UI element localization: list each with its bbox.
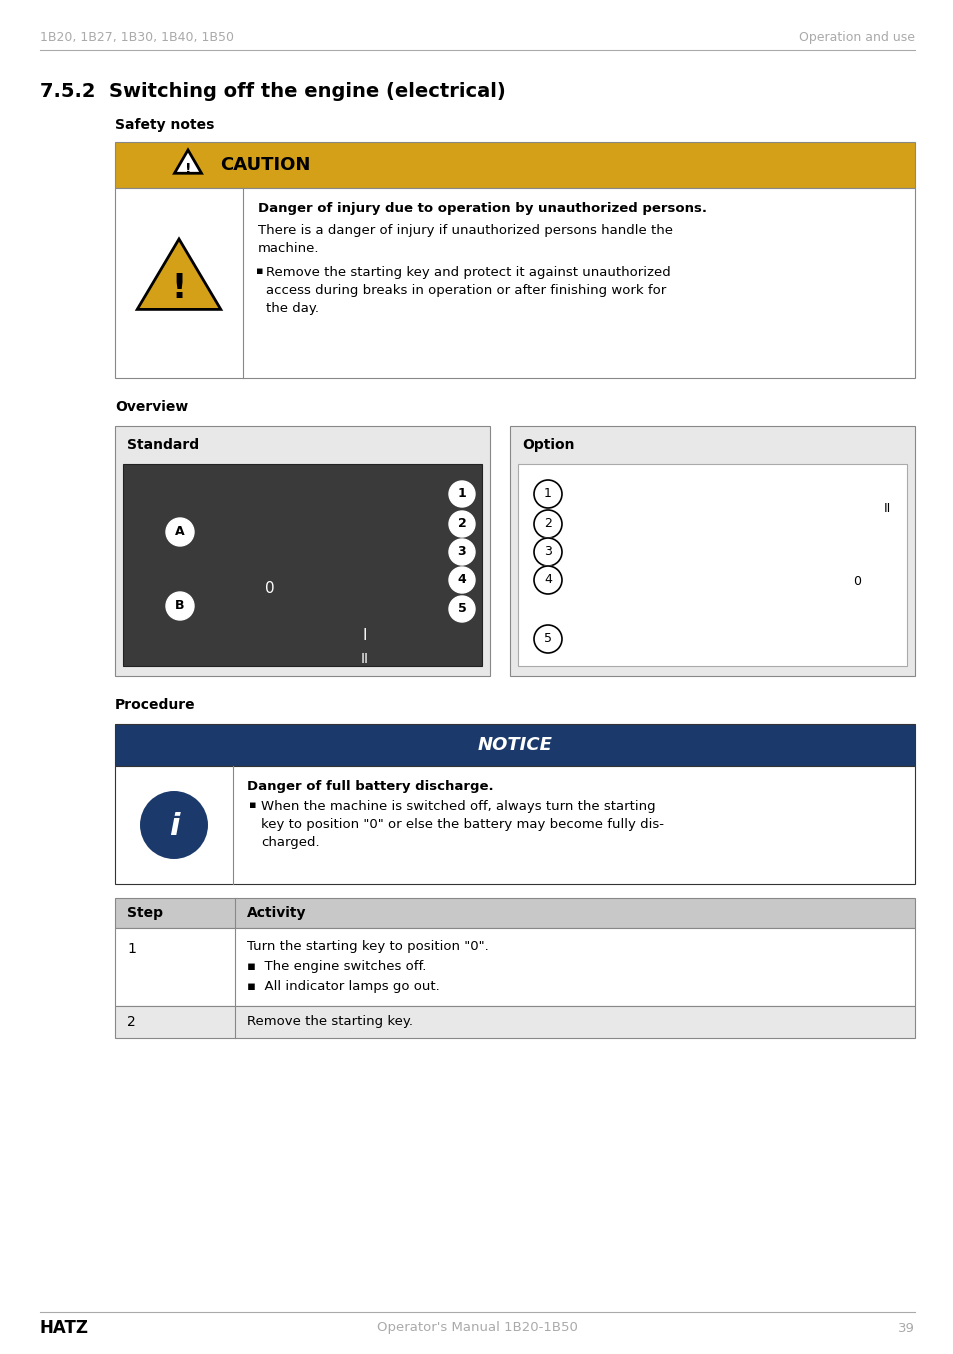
Text: 39: 39 [897, 1322, 914, 1335]
Text: machine.: machine. [257, 242, 319, 255]
Text: II: II [360, 653, 369, 666]
Text: NOTICE: NOTICE [477, 737, 552, 754]
Bar [115, 427, 490, 676]
Bar [510, 427, 914, 676]
Text: 5: 5 [457, 603, 466, 616]
Circle shape [449, 567, 475, 593]
Text: Step: Step [127, 906, 163, 919]
Circle shape [534, 626, 561, 653]
Text: the day.: the day. [266, 302, 318, 315]
Text: key to position "0" or else the battery may become fully dis-: key to position "0" or else the battery … [261, 818, 663, 831]
Text: 0: 0 [852, 575, 861, 589]
Text: ▪: ▪ [249, 800, 256, 810]
Text: Overview: Overview [115, 399, 188, 414]
Circle shape [166, 519, 193, 546]
Bar [115, 927, 914, 1006]
Text: Standard: Standard [127, 437, 199, 452]
Circle shape [449, 510, 475, 538]
Circle shape [166, 592, 193, 620]
Text: 3: 3 [543, 546, 552, 558]
Text: A: A [175, 525, 185, 539]
Text: 2: 2 [127, 1016, 135, 1029]
Text: Operation and use: Operation and use [799, 31, 914, 45]
Text: I: I [362, 628, 367, 643]
Text: 4: 4 [543, 574, 552, 586]
Text: ▪  All indicator lamps go out.: ▪ All indicator lamps go out. [247, 980, 439, 992]
Text: When the machine is switched off, always turn the starting: When the machine is switched off, always… [261, 800, 655, 812]
Bar [517, 464, 906, 666]
Bar [115, 898, 914, 927]
Circle shape [534, 481, 561, 508]
Circle shape [534, 510, 561, 538]
Text: Remove the starting key and protect it against unauthorized: Remove the starting key and protect it a… [266, 265, 670, 279]
Bar [115, 766, 914, 884]
Circle shape [449, 481, 475, 506]
Text: 4: 4 [457, 574, 466, 586]
Text: CAUTION: CAUTION [220, 156, 310, 175]
Text: 2: 2 [543, 517, 552, 531]
Text: Activity: Activity [247, 906, 306, 919]
Text: 2: 2 [457, 517, 466, 531]
Bar [115, 1006, 914, 1039]
Text: 7.5.2  Switching off the engine (electrical): 7.5.2 Switching off the engine (electric… [40, 83, 505, 102]
Text: Danger of injury due to operation by unauthorized persons.: Danger of injury due to operation by una… [257, 202, 706, 215]
Text: Turn the starting key to position "0".: Turn the starting key to position "0". [247, 940, 488, 953]
Text: 1: 1 [543, 487, 552, 501]
Text: Operator's Manual 1B20-1B50: Operator's Manual 1B20-1B50 [376, 1322, 577, 1335]
Bar [115, 724, 914, 766]
Text: !: ! [185, 162, 191, 176]
Text: ▪: ▪ [255, 265, 263, 276]
Text: i: i [169, 812, 179, 841]
Text: charged.: charged. [261, 835, 319, 849]
Text: Safety notes: Safety notes [115, 118, 214, 131]
Bar [123, 464, 481, 666]
Text: 1: 1 [127, 942, 135, 956]
Text: 0: 0 [265, 581, 274, 597]
Bar [115, 142, 914, 188]
Text: 5: 5 [543, 632, 552, 646]
Text: ▪  The engine switches off.: ▪ The engine switches off. [247, 960, 426, 974]
Text: 3: 3 [457, 546, 466, 558]
Text: B: B [175, 600, 185, 612]
Circle shape [140, 791, 208, 858]
Circle shape [534, 538, 561, 566]
Circle shape [449, 596, 475, 621]
Polygon shape [174, 150, 201, 173]
Circle shape [449, 539, 475, 565]
Text: Remove the starting key.: Remove the starting key. [247, 1016, 413, 1029]
Text: There is a danger of injury if unauthorized persons handle the: There is a danger of injury if unauthori… [257, 223, 672, 237]
Text: Danger of full battery discharge.: Danger of full battery discharge. [247, 780, 493, 793]
Text: access during breaks in operation or after finishing work for: access during breaks in operation or aft… [266, 284, 665, 297]
Text: !: ! [172, 272, 187, 305]
Text: HATZ: HATZ [40, 1319, 89, 1336]
Polygon shape [137, 240, 220, 310]
Text: Option: Option [521, 437, 574, 452]
Text: Procedure: Procedure [115, 699, 195, 712]
Bar [115, 188, 914, 378]
Text: 1B20, 1B27, 1B30, 1B40, 1B50: 1B20, 1B27, 1B30, 1B40, 1B50 [40, 31, 233, 45]
Text: 1: 1 [457, 487, 466, 501]
Circle shape [534, 566, 561, 594]
Text: II: II [882, 502, 890, 516]
